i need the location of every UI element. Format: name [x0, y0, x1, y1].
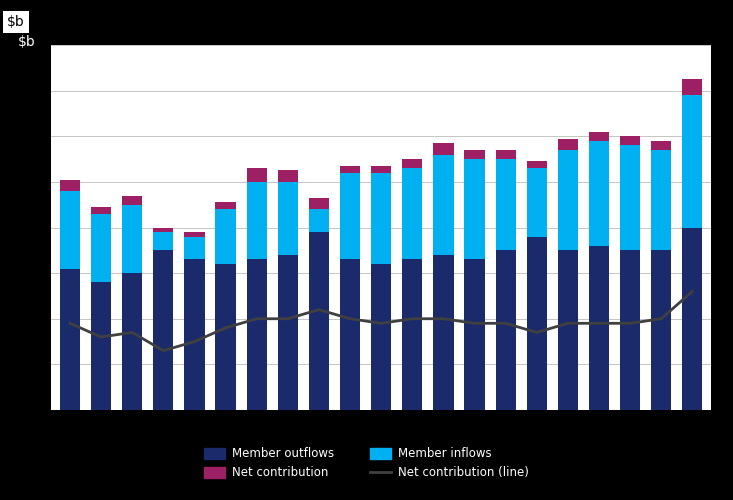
Bar: [526, 236, 547, 410]
Bar: [558, 138, 578, 150]
Bar: [371, 264, 391, 410]
Bar: [91, 207, 111, 214]
Bar: [60, 191, 80, 268]
Bar: [216, 202, 236, 209]
Bar: [122, 273, 142, 410]
Bar: [465, 159, 485, 260]
Bar: [433, 143, 454, 154]
Text: $b: $b: [7, 15, 25, 29]
Bar: [402, 168, 422, 260]
Bar: [278, 170, 298, 182]
Bar: [620, 136, 640, 145]
Bar: [91, 214, 111, 282]
Bar: [340, 166, 360, 173]
Bar: [340, 260, 360, 410]
Bar: [91, 282, 111, 410]
Bar: [526, 162, 547, 168]
Bar: [589, 246, 609, 410]
Bar: [402, 159, 422, 168]
Bar: [309, 232, 329, 410]
Bar: [216, 209, 236, 264]
Bar: [122, 196, 142, 204]
Bar: [558, 250, 578, 410]
Bar: [309, 198, 329, 209]
Bar: [371, 166, 391, 173]
Bar: [60, 180, 80, 191]
Bar: [651, 141, 671, 150]
Bar: [60, 268, 80, 410]
Bar: [651, 150, 671, 250]
Bar: [278, 255, 298, 410]
Bar: [184, 260, 205, 410]
Bar: [122, 204, 142, 273]
Bar: [184, 236, 205, 260]
Bar: [496, 159, 516, 250]
Bar: [433, 154, 454, 255]
Bar: [246, 182, 267, 260]
Legend: Member outflows, Net contribution, Member inflows, Net contribution (line): Member outflows, Net contribution, Membe…: [199, 443, 534, 484]
Bar: [465, 150, 485, 159]
Bar: [246, 168, 267, 182]
Bar: [682, 79, 702, 95]
Bar: [465, 260, 485, 410]
Bar: [340, 173, 360, 260]
Bar: [153, 228, 174, 232]
Bar: [216, 264, 236, 410]
Bar: [682, 228, 702, 410]
Bar: [184, 232, 205, 236]
Bar: [589, 132, 609, 141]
Bar: [496, 250, 516, 410]
Bar: [278, 182, 298, 255]
Bar: [153, 250, 174, 410]
Bar: [651, 250, 671, 410]
Bar: [589, 141, 609, 246]
Bar: [526, 168, 547, 236]
Bar: [620, 250, 640, 410]
Bar: [246, 260, 267, 410]
Bar: [309, 209, 329, 232]
Bar: [682, 95, 702, 228]
Bar: [153, 232, 174, 250]
Bar: [371, 173, 391, 264]
Bar: [402, 260, 422, 410]
Bar: [620, 146, 640, 250]
Bar: [496, 150, 516, 159]
Text: $b: $b: [18, 35, 36, 49]
Bar: [433, 255, 454, 410]
Bar: [558, 150, 578, 250]
